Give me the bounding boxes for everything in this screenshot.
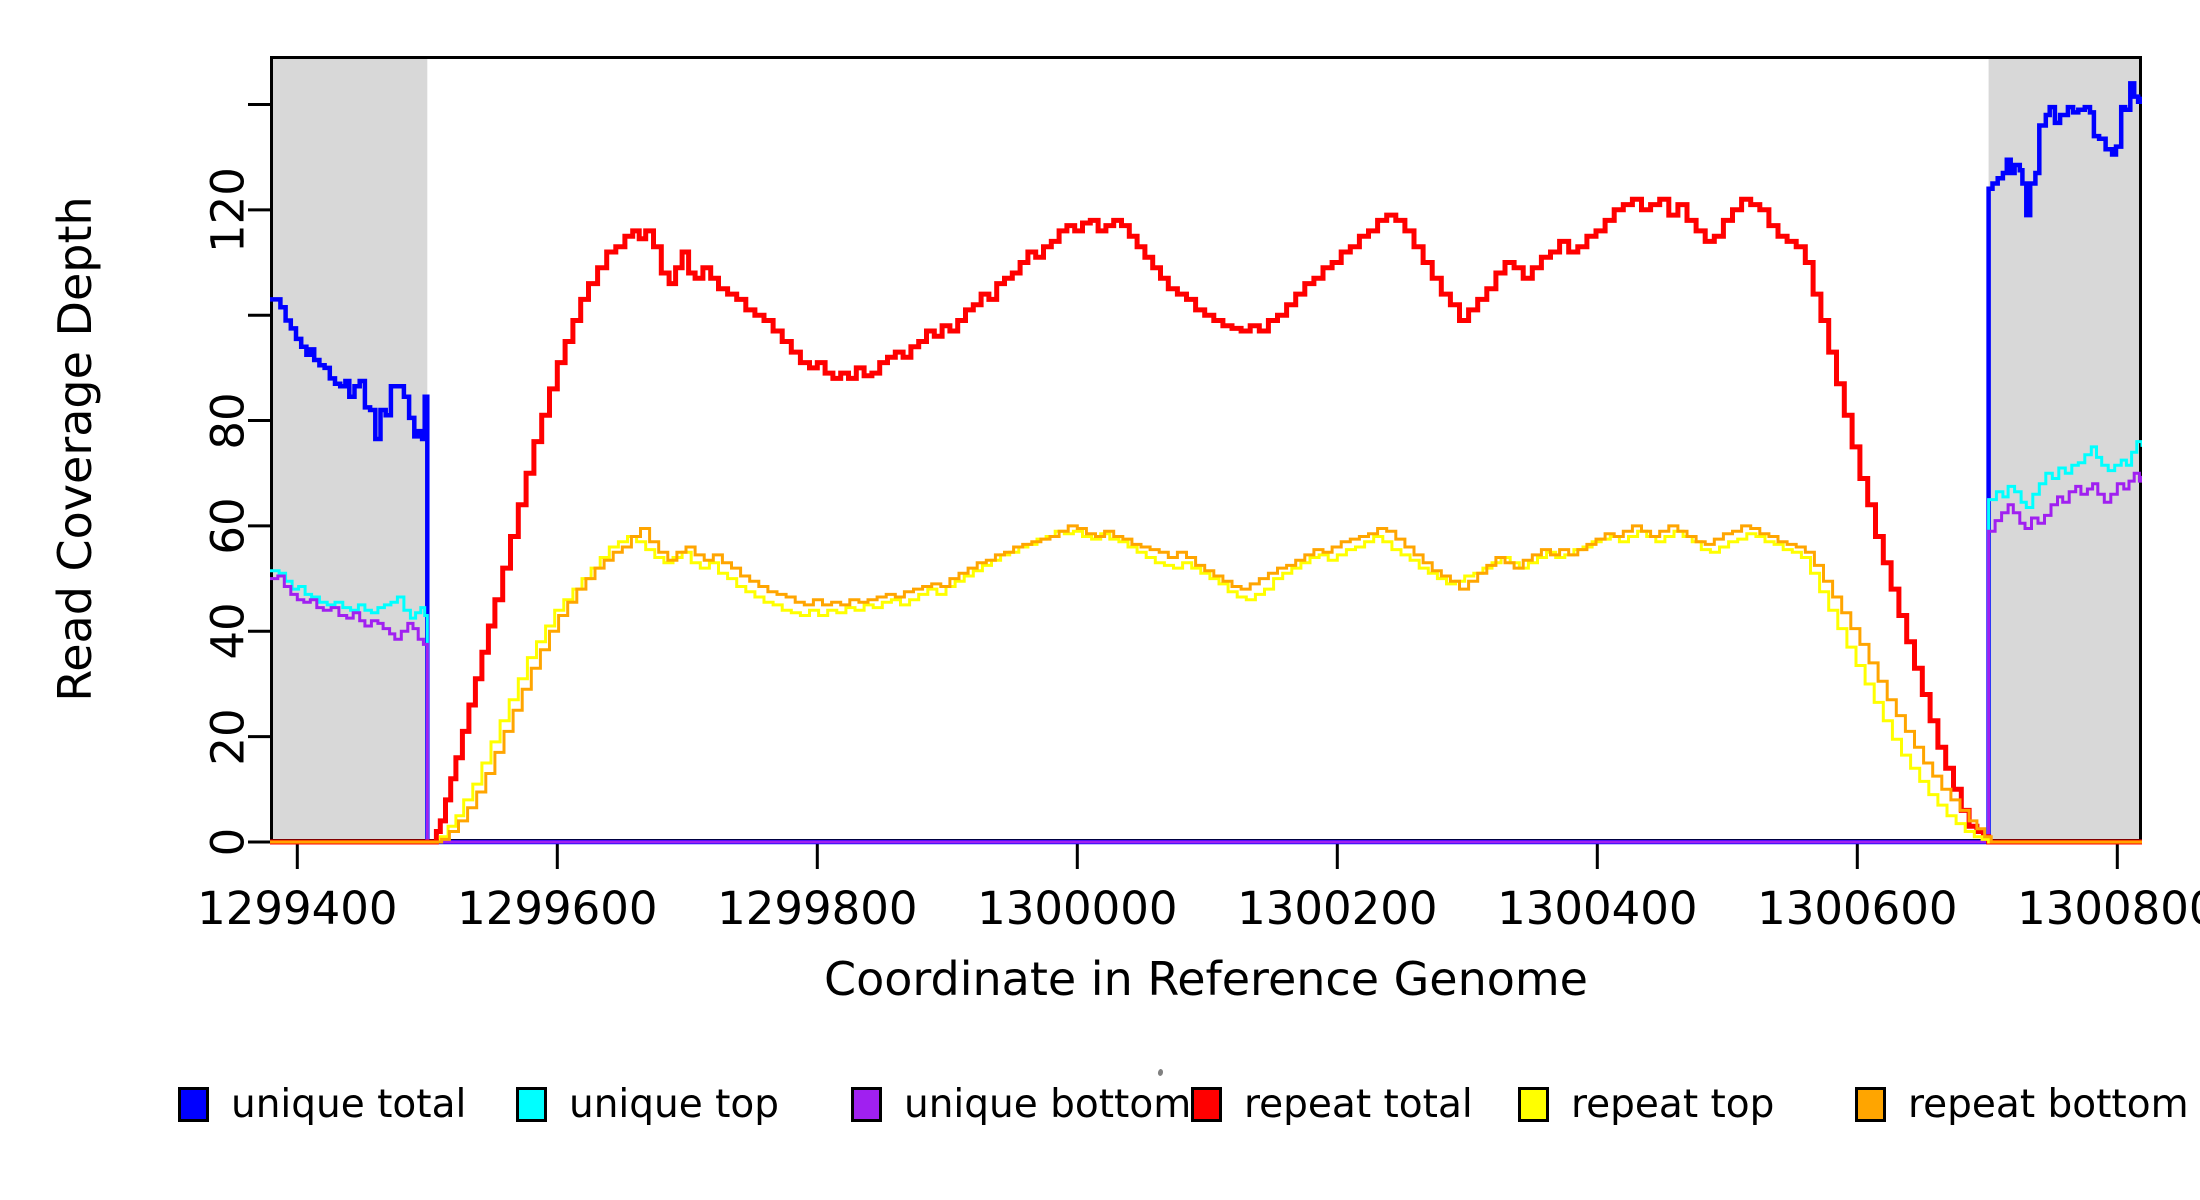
legend-label: unique bottom bbox=[904, 1081, 1192, 1127]
x-tick-label: 1300000 bbox=[977, 882, 1178, 935]
x-tick-label: 1300800 bbox=[2017, 882, 2200, 935]
legend-label: repeat bottom bbox=[1908, 1081, 2189, 1127]
legend-label: unique total bbox=[231, 1081, 467, 1127]
x-tick-label: 1299800 bbox=[717, 882, 918, 935]
legend-item-repeat-top: repeat top bbox=[1518, 1082, 1774, 1127]
y-tick-label: 20 bbox=[201, 707, 255, 766]
shaded-region bbox=[270, 56, 428, 842]
x-tick-label: 1300400 bbox=[1497, 882, 1698, 935]
x-axis-title: Coordinate in Reference Genome bbox=[824, 952, 1588, 1006]
legend-label: repeat top bbox=[1571, 1081, 1775, 1127]
legend-item-unique-top: unique top bbox=[516, 1082, 779, 1127]
legend-item-unique-total: unique total bbox=[178, 1082, 466, 1127]
y-tick-label: 120 bbox=[201, 166, 255, 253]
y-axis-title: Read Coverage Depth bbox=[48, 196, 102, 702]
y-tick-label: 80 bbox=[201, 391, 255, 450]
legend-swatch-icon bbox=[1518, 1086, 1549, 1122]
x-tick-label: 1300200 bbox=[1237, 882, 1438, 935]
legend-item-repeat-total: repeat total bbox=[1191, 1082, 1473, 1127]
y-tick-label: 60 bbox=[201, 497, 255, 555]
legend-label: repeat total bbox=[1244, 1081, 1473, 1127]
legend-swatch-icon bbox=[178, 1086, 209, 1122]
series-path-repeat-bottom bbox=[270, 524, 2142, 844]
y-tick-label: 40 bbox=[201, 602, 255, 660]
legend-swatch-icon bbox=[1855, 1086, 1886, 1122]
series-path-repeat-top bbox=[270, 529, 2142, 844]
x-tick-label: 1299400 bbox=[197, 882, 398, 935]
series-path-repeat-total bbox=[270, 196, 2142, 845]
legend-swatch-icon bbox=[516, 1086, 547, 1122]
x-tick-label: 1299600 bbox=[457, 882, 658, 935]
series-path-unique-total bbox=[270, 81, 2142, 845]
legend-item-unique-bottom: unique bottom bbox=[851, 1082, 1191, 1127]
x-tick-label: 1300600 bbox=[1757, 882, 1958, 935]
legend-item-repeat-bottom: repeat bottom bbox=[1855, 1082, 2189, 1127]
shaded-region bbox=[1988, 56, 2142, 842]
legend-swatch-icon bbox=[851, 1086, 882, 1122]
series-path-unique-bottom bbox=[270, 471, 2142, 844]
legend-label: unique top bbox=[569, 1081, 780, 1127]
y-tick-label: 0 bbox=[201, 827, 255, 857]
legend-swatch-icon bbox=[1191, 1086, 1222, 1122]
plot-area bbox=[270, 56, 2142, 845]
